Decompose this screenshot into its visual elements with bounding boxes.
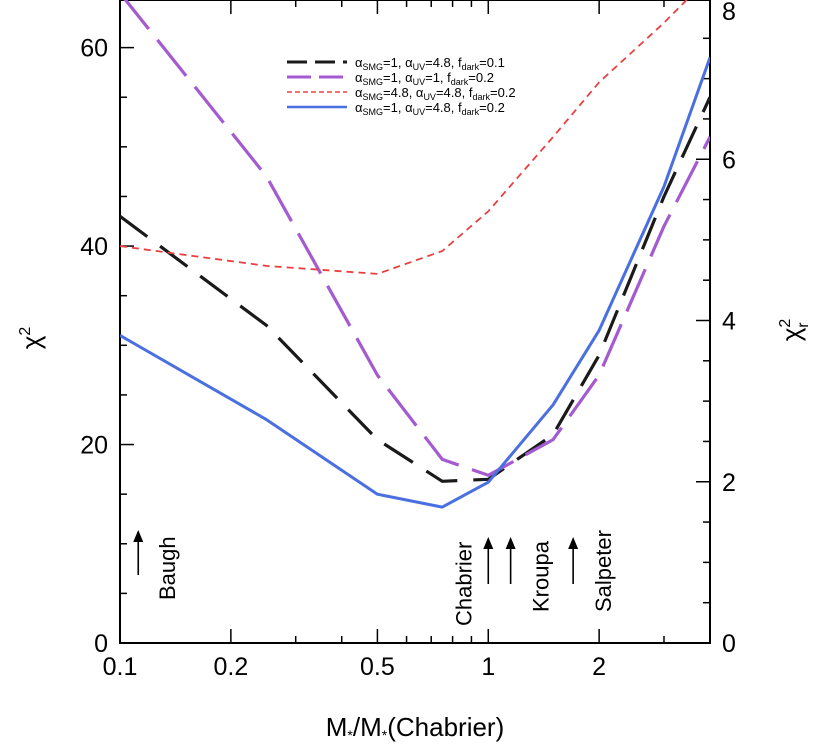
legend-subscript: dark <box>472 92 490 102</box>
x-tick-label: 1 <box>481 653 495 681</box>
y-right-tick-label: 2 <box>722 469 736 497</box>
legend-subscript: SMG <box>363 77 384 87</box>
y-right-tick-label: 8 <box>722 0 736 26</box>
legend-text: α <box>355 85 363 100</box>
x-tick-label: 2 <box>592 653 606 681</box>
imf-annotation-kroupa: Kroupa <box>505 537 554 612</box>
imf-annotations: Baugh Chabrier Kroupa Salpeter <box>133 530 616 626</box>
legend-text: α <box>405 100 413 115</box>
legend-text: =4.8, <box>425 55 458 70</box>
x-tick-label: 0.2 <box>213 653 248 681</box>
legend-text: α <box>405 70 413 85</box>
imf-label: Chabrier <box>451 542 476 626</box>
legend-text: =1, <box>383 70 405 85</box>
legend-text: =0.2 <box>479 100 505 115</box>
y-tick-label: 40 <box>80 233 108 261</box>
imf-annotation-chabrier: Chabrier <box>451 537 494 626</box>
y-axis-label: χ2 <box>16 327 46 350</box>
legend-text: =1, <box>383 100 405 115</box>
legend-text: α <box>355 55 363 70</box>
y-right-tick-label: 0 <box>722 630 736 658</box>
imf-annotation-salpeter: Salpeter <box>568 530 616 612</box>
legend-subscript: dark <box>462 62 480 72</box>
legend-entry-4: αSMG=1, αUV=4.8, fdark=0.2 <box>355 100 505 117</box>
series-line-4 <box>120 56 710 509</box>
legend-subscript: SMG <box>363 62 384 72</box>
y-tick-label: 0 <box>94 630 108 658</box>
legend-text: =1, <box>425 70 447 85</box>
imf-label: Kroupa <box>529 540 554 612</box>
x-tick-label: 0.5 <box>360 653 395 681</box>
legend-text: =4.8, <box>425 100 458 115</box>
legend-text: α <box>355 70 363 85</box>
legend-text: =0.2 <box>490 85 516 100</box>
legend-text: f <box>447 70 451 85</box>
legend-subscript: UV <box>413 107 426 117</box>
series-line-3 <box>120 0 688 275</box>
y-right-tick-label: 6 <box>722 146 736 174</box>
legend-entry-1: αSMG=1, αUV=4.8, fdark=0.1 <box>355 55 505 72</box>
imf-arrow-head <box>133 530 144 542</box>
plot-frame <box>119 0 711 644</box>
series-line-2 <box>123 0 710 477</box>
x-tick-label: 0.1 <box>103 653 138 681</box>
imf-arrow-head <box>505 537 516 549</box>
series-line-1 <box>120 96 710 483</box>
legend-entry-3: αSMG=4.8, αUV=4.8, fdark=0.2 <box>355 85 516 102</box>
legend-subscript: dark <box>451 77 469 87</box>
data-series <box>120 0 710 509</box>
legend-text: =4.8, <box>436 85 469 100</box>
imf-arrow-head <box>483 537 494 549</box>
legend-text: α <box>416 85 424 100</box>
legend-subscript: UV <box>413 62 426 72</box>
y-tick-label: 60 <box>80 35 108 63</box>
imf-label: Salpeter <box>591 530 616 612</box>
legend-subscript: dark <box>462 107 480 117</box>
imf-label: Baugh <box>155 536 180 600</box>
imf-arrow-head <box>568 537 579 549</box>
y-right-tick-label: 4 <box>722 308 736 336</box>
legend-subscript: UV <box>413 77 426 87</box>
legend-text: f <box>458 55 462 70</box>
legend-text: =1, <box>383 55 405 70</box>
imf-annotation-baugh: Baugh <box>133 530 180 600</box>
legend-entry-2: αSMG=1, αUV=1, fdark=0.2 <box>355 70 494 87</box>
legend-subscript: SMG <box>363 92 384 102</box>
plot-border <box>119 0 711 644</box>
legend-text: =0.2 <box>468 70 494 85</box>
legend-subscript: SMG <box>363 107 384 117</box>
y-axis-label-right: χ2r <box>776 319 812 342</box>
legend-text: f <box>469 85 473 100</box>
x-axis-label: M*/M*(Chabrier) <box>326 712 505 743</box>
legend-text: α <box>355 100 363 115</box>
legend-text: f <box>458 100 462 115</box>
legend-text: α <box>405 55 413 70</box>
y-tick-label: 20 <box>80 432 108 460</box>
legend-text: =4.8, <box>383 85 416 100</box>
legend-subscript: UV <box>423 92 436 102</box>
legend-text: =0.1 <box>479 55 505 70</box>
